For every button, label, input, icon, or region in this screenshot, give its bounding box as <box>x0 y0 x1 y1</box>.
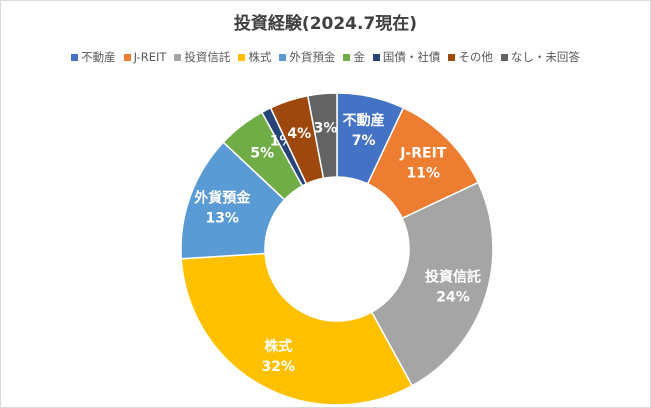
legend-item: 国債・社債 <box>372 49 441 65</box>
legend: 不動産 J-REIT 投資信託 株式 外貨預金 金 国債・社債 その他 なし・未回答 <box>1 49 650 65</box>
legend-label: 投資信託 <box>184 50 231 64</box>
chart-title: 投資経験(2024.7現在) <box>233 14 418 34</box>
legend-item: 金 <box>343 49 365 65</box>
legend-swatch <box>123 53 131 61</box>
legend-item: なし・未回答 <box>500 49 580 65</box>
legend-item: 投資信託 <box>174 49 230 65</box>
legend-swatch <box>174 53 182 61</box>
slice-value-label: 32% <box>261 359 295 375</box>
legend-swatch <box>71 53 79 61</box>
legend-label: 外貨預金 <box>289 50 336 64</box>
legend-label: 株式 <box>248 50 272 64</box>
legend-item: 株式 <box>238 49 271 65</box>
slice-value-label: 7% <box>352 133 376 149</box>
legend-item: J-REIT <box>123 50 167 64</box>
legend-swatch <box>372 53 380 61</box>
donut-slice <box>370 181 494 387</box>
legend-swatch <box>448 53 456 61</box>
legend-label: なし・未回答 <box>510 50 580 64</box>
slice-value-label: 11% <box>407 166 441 182</box>
legend-item: 外貨預金 <box>279 49 335 65</box>
legend-swatch <box>343 53 351 61</box>
slice-category-label: 投資信託 <box>425 269 481 286</box>
donut-slice <box>306 92 338 180</box>
slice-category-label: 不動産 <box>343 112 385 129</box>
legend-swatch <box>238 53 246 61</box>
slice-value-label: 13% <box>205 211 239 227</box>
slice-value-label: 4% <box>287 126 311 142</box>
legend-swatch <box>279 53 287 61</box>
legend-label: J-REIT <box>133 50 167 64</box>
legend-label: 金 <box>353 50 365 64</box>
slice-value-label: 5% <box>250 146 274 162</box>
legend-label: その他 <box>458 50 493 64</box>
slice-value-label: 24% <box>436 290 470 306</box>
legend-item: 不動産 <box>71 49 116 65</box>
slice-category-label: 外貨預金 <box>194 190 251 207</box>
slice-value-label: 3% <box>314 121 338 137</box>
donut-slice <box>180 252 414 406</box>
legend-item: その他 <box>448 49 493 65</box>
slice-category-label: 株式 <box>264 338 292 355</box>
legend-label: 国債・社債 <box>382 50 441 64</box>
slice-category-label: J-REIT <box>399 146 447 162</box>
legend-swatch <box>500 53 508 61</box>
legend-label: 不動産 <box>81 50 116 64</box>
